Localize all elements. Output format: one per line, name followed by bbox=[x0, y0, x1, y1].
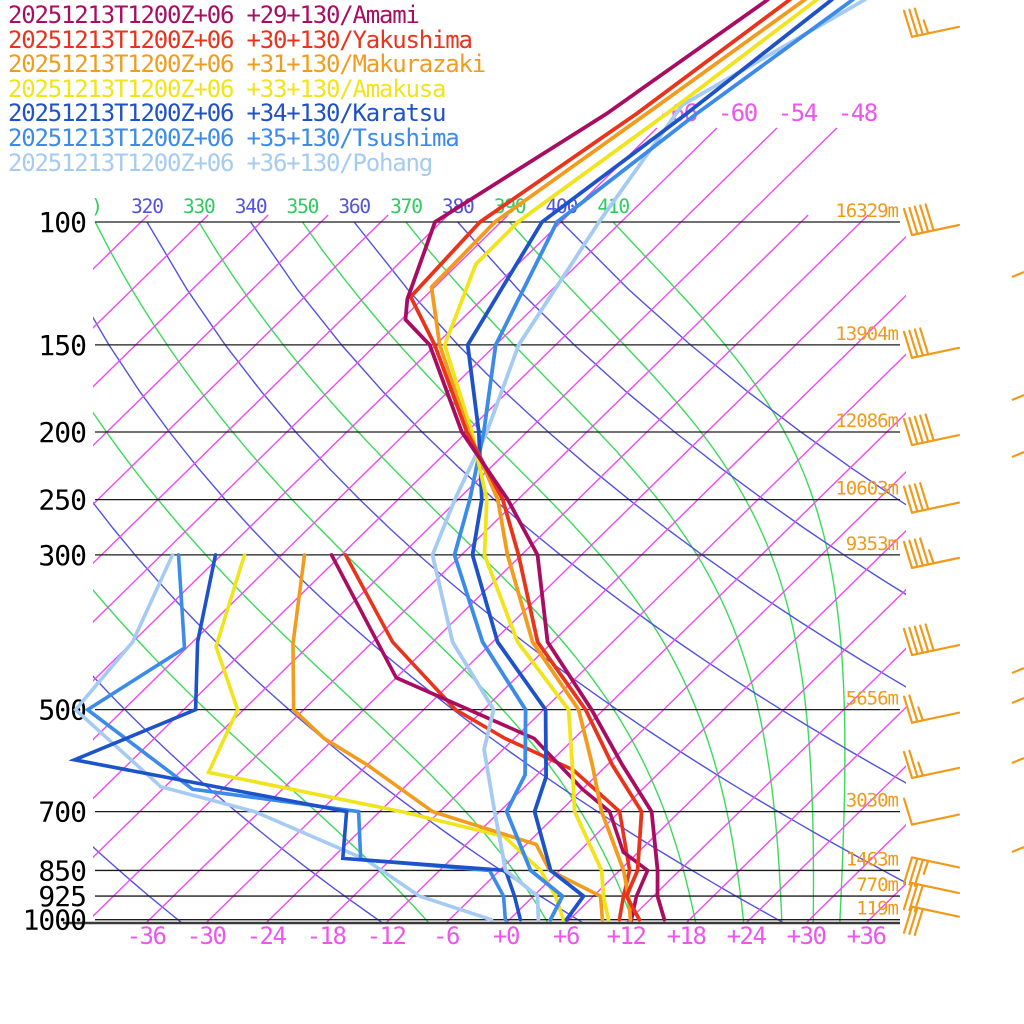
svg-text:+30: +30 bbox=[787, 922, 826, 950]
dewpoint-profile-karatsu bbox=[68, 553, 523, 922]
svg-text:3030m: 3030m bbox=[846, 790, 899, 812]
svg-text:150: 150 bbox=[38, 329, 86, 362]
temperature-profile-tsushima bbox=[452, 0, 855, 922]
svg-text:-36: -36 bbox=[127, 922, 166, 950]
legend-row-amakusa: 20251213T1200Z+06 +33+130/Amakusa bbox=[8, 74, 446, 103]
dewpoint-profiles bbox=[68, 553, 650, 922]
svg-text:300: 300 bbox=[38, 539, 86, 572]
svg-text:370: 370 bbox=[390, 195, 422, 218]
wind-barb-400 bbox=[902, 623, 961, 657]
svg-text:-12: -12 bbox=[367, 922, 406, 950]
wind-barb-150 bbox=[902, 327, 961, 359]
temperature-profile-karatsu bbox=[465, 0, 834, 922]
height-labels: 16329m 13904m 12086m 10603m 9353m 5656m 3030m 1… bbox=[835, 200, 899, 920]
temperature-axis-labels: -36 -30 -24 -18 -12 -6 +0 +6 +12 +18 +24 +30 +36 bbox=[127, 922, 887, 950]
temperature-profile-pohang bbox=[430, 0, 867, 922]
svg-text:390: 390 bbox=[494, 195, 526, 218]
temperature-profile-makurazaki bbox=[429, 0, 807, 922]
svg-text:10603m: 10603m bbox=[835, 478, 898, 500]
legend-row-pohang: 20251213T1200Z+06 +36+130/Pohang bbox=[8, 148, 433, 177]
svg-text:-30: -30 bbox=[187, 922, 226, 950]
svg-text:+0: +0 bbox=[493, 922, 519, 950]
dewpoint-profile-pohang bbox=[73, 553, 494, 922]
svg-text:700: 700 bbox=[38, 796, 86, 829]
legend-row-makurazaki: 20251213T1200Z+06 +31+130/Makurazaki bbox=[8, 50, 486, 79]
svg-text:-6: -6 bbox=[433, 922, 459, 950]
svg-text:340: 340 bbox=[235, 195, 267, 218]
svg-text:119m: 119m bbox=[856, 898, 898, 920]
svg-text:12086m: 12086m bbox=[835, 410, 898, 432]
temperature-profile-amakusa bbox=[442, 0, 819, 922]
wind-barbs bbox=[902, 7, 961, 937]
svg-text:+24: +24 bbox=[727, 922, 767, 950]
wind-barb-300 bbox=[902, 537, 961, 569]
svg-text:+36: +36 bbox=[847, 922, 886, 950]
svg-text:-60: -60 bbox=[718, 99, 757, 127]
svg-text:320: 320 bbox=[131, 195, 163, 218]
svg-text:330: 330 bbox=[183, 195, 215, 218]
svg-text:-48: -48 bbox=[838, 99, 877, 127]
legend-row-yakushima: 20251213T1200Z+06 +30+130/Yakushima bbox=[8, 25, 473, 54]
svg-text:770m: 770m bbox=[856, 874, 898, 896]
svg-text:13904m: 13904m bbox=[835, 323, 898, 345]
dewpoint-profile-amami bbox=[329, 553, 650, 922]
temperature-profiles bbox=[403, 0, 867, 922]
svg-text:-54: -54 bbox=[778, 99, 818, 127]
legend-row-tsushima: 20251213T1200Z+06 +35+130/Tsushima bbox=[8, 124, 460, 152]
svg-text:360: 360 bbox=[338, 195, 370, 218]
svg-text:250: 250 bbox=[38, 484, 86, 517]
svg-text:5656m: 5656m bbox=[846, 688, 899, 710]
svg-text:+12: +12 bbox=[607, 922, 646, 950]
svg-text:9353m: 9353m bbox=[846, 533, 899, 555]
wind-barb-250 bbox=[902, 482, 961, 514]
right-edge-barb-fragments bbox=[1011, 270, 1024, 854]
moist-adiabat-lines bbox=[93, 221, 846, 924]
svg-text:+18: +18 bbox=[667, 922, 706, 950]
legend-row-karatsu: 20251213T1200Z+06 +34+130/Karatsu bbox=[8, 99, 446, 128]
svg-text:200: 200 bbox=[38, 416, 86, 449]
dewpoint-profile-tsushima bbox=[84, 553, 508, 922]
temperature-profile-amami bbox=[403, 0, 770, 922]
svg-text:350: 350 bbox=[287, 195, 319, 218]
wind-barb-700 bbox=[902, 797, 961, 826]
svg-text:-18: -18 bbox=[307, 922, 346, 950]
svg-text:925: 925 bbox=[38, 880, 86, 913]
dewpoint-profile-makurazaki bbox=[291, 553, 605, 922]
temperature-profile-yakushima bbox=[408, 0, 792, 922]
wind-barb-100 bbox=[902, 203, 961, 237]
wind-barb-500 bbox=[902, 694, 961, 724]
wind-barb-850 bbox=[902, 856, 961, 887]
wind-barb-52 bbox=[902, 7, 961, 38]
svg-text:1463m: 1463m bbox=[846, 848, 899, 870]
isotherm-lines bbox=[93, 214, 906, 924]
svg-text:-24: -24 bbox=[247, 922, 287, 950]
legend-row-amami: 20251213T1200Z+06 +29+130/Amami bbox=[8, 1, 420, 29]
wind-barb-200 bbox=[902, 413, 961, 447]
svg-text:850: 850 bbox=[38, 854, 86, 887]
svg-text:16329m: 16329m bbox=[835, 200, 898, 222]
svg-text:+6: +6 bbox=[553, 922, 579, 950]
wind-barb-600 bbox=[902, 749, 961, 780]
svg-text:1000: 1000 bbox=[23, 904, 87, 937]
wind-barb-1000 bbox=[902, 905, 961, 937]
svg-text:500: 500 bbox=[38, 694, 86, 727]
svg-text:): ) bbox=[91, 195, 103, 218]
svg-text:100: 100 bbox=[38, 206, 86, 239]
